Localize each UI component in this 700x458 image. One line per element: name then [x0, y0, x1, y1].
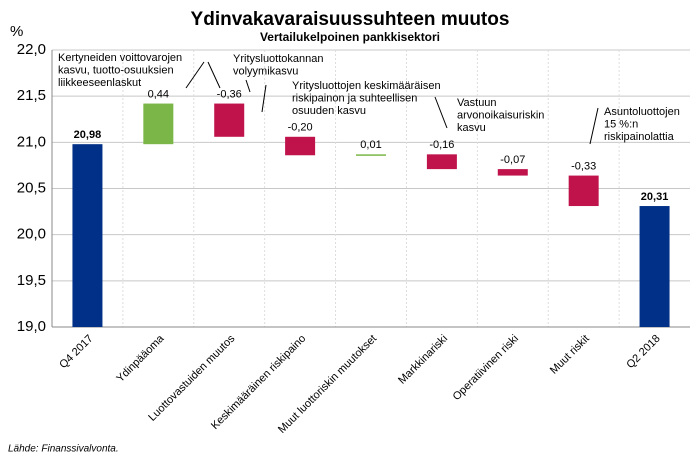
x-tick-label: Operatiivinen riski — [451, 333, 521, 403]
value-label: 0,01 — [360, 139, 381, 151]
value-label: -0,33 — [571, 160, 596, 172]
annotation: Asuntoluottojen — [604, 106, 680, 118]
bar — [214, 103, 245, 137]
annotation: Yritysluottojen keskimääräisen — [292, 80, 441, 92]
bar — [568, 175, 599, 207]
x-tick-label: Markkinariski — [396, 333, 450, 387]
annotation-line — [261, 84, 267, 113]
annotation-line — [245, 79, 251, 93]
y-tick-label: 21,5 — [17, 87, 46, 104]
value-label: -0,36 — [217, 88, 242, 100]
annotation: Yritysluottokannan — [233, 53, 324, 65]
annotation-line — [589, 107, 599, 145]
bar — [426, 154, 457, 170]
x-tick-label: Q2 2018 — [624, 333, 662, 371]
value-label: -0,07 — [500, 154, 525, 166]
bar — [143, 103, 174, 145]
value-label: 20,98 — [74, 129, 102, 141]
annotation-line — [434, 96, 448, 129]
value-label: 20,31 — [641, 191, 669, 203]
y-tick-label: 20,5 — [17, 179, 46, 196]
x-tick-label: Ydinpääoma — [114, 332, 167, 385]
annotation: kasvu — [457, 122, 486, 134]
annotation: Kertyneiden voittovarojen — [58, 52, 182, 64]
annotation: riskipainon ja suhteellisen — [292, 92, 417, 104]
annotation: 15 %:n — [604, 118, 638, 130]
source: Lähde: Finanssivalvonta. — [8, 444, 119, 455]
annotation: arvonoikaisuriskin — [457, 109, 544, 121]
annotation: volyymikasvu — [233, 65, 298, 77]
bar — [285, 136, 316, 156]
annotation: osuuden kasvu — [292, 105, 366, 117]
x-tick-label: Muut riskit — [548, 333, 592, 377]
y-axis-label: % — [10, 23, 23, 40]
annotation: kasvu, tuotto-osuuksien — [58, 64, 174, 76]
annotation-line — [185, 61, 205, 89]
chart-subtitle: Vertailukelpoinen pankkisektori — [260, 30, 440, 44]
annotation: riskipainolattia — [604, 131, 675, 143]
annotation: Vastuun — [457, 97, 497, 109]
y-tick-label: 22,0 — [17, 41, 46, 58]
value-label: 0,44 — [148, 88, 169, 100]
bar — [497, 169, 528, 176]
y-tick-label: 20,0 — [17, 226, 46, 243]
chart-title: Ydinvakavaraisuussuhteen muutos — [191, 9, 510, 30]
value-label: -0,20 — [288, 122, 313, 134]
bar — [639, 206, 670, 327]
x-tick-label: Q4 2017 — [57, 333, 95, 371]
bar — [356, 154, 386, 156]
bar — [72, 144, 103, 327]
value-label: -0,16 — [429, 139, 454, 151]
annotation: liikkeeseenlaskut — [58, 77, 141, 89]
y-tick-label: 21,0 — [17, 133, 46, 150]
y-tick-label: 19,5 — [17, 272, 46, 289]
y-tick-label: 19,0 — [17, 318, 46, 335]
annotation-line — [207, 61, 221, 89]
